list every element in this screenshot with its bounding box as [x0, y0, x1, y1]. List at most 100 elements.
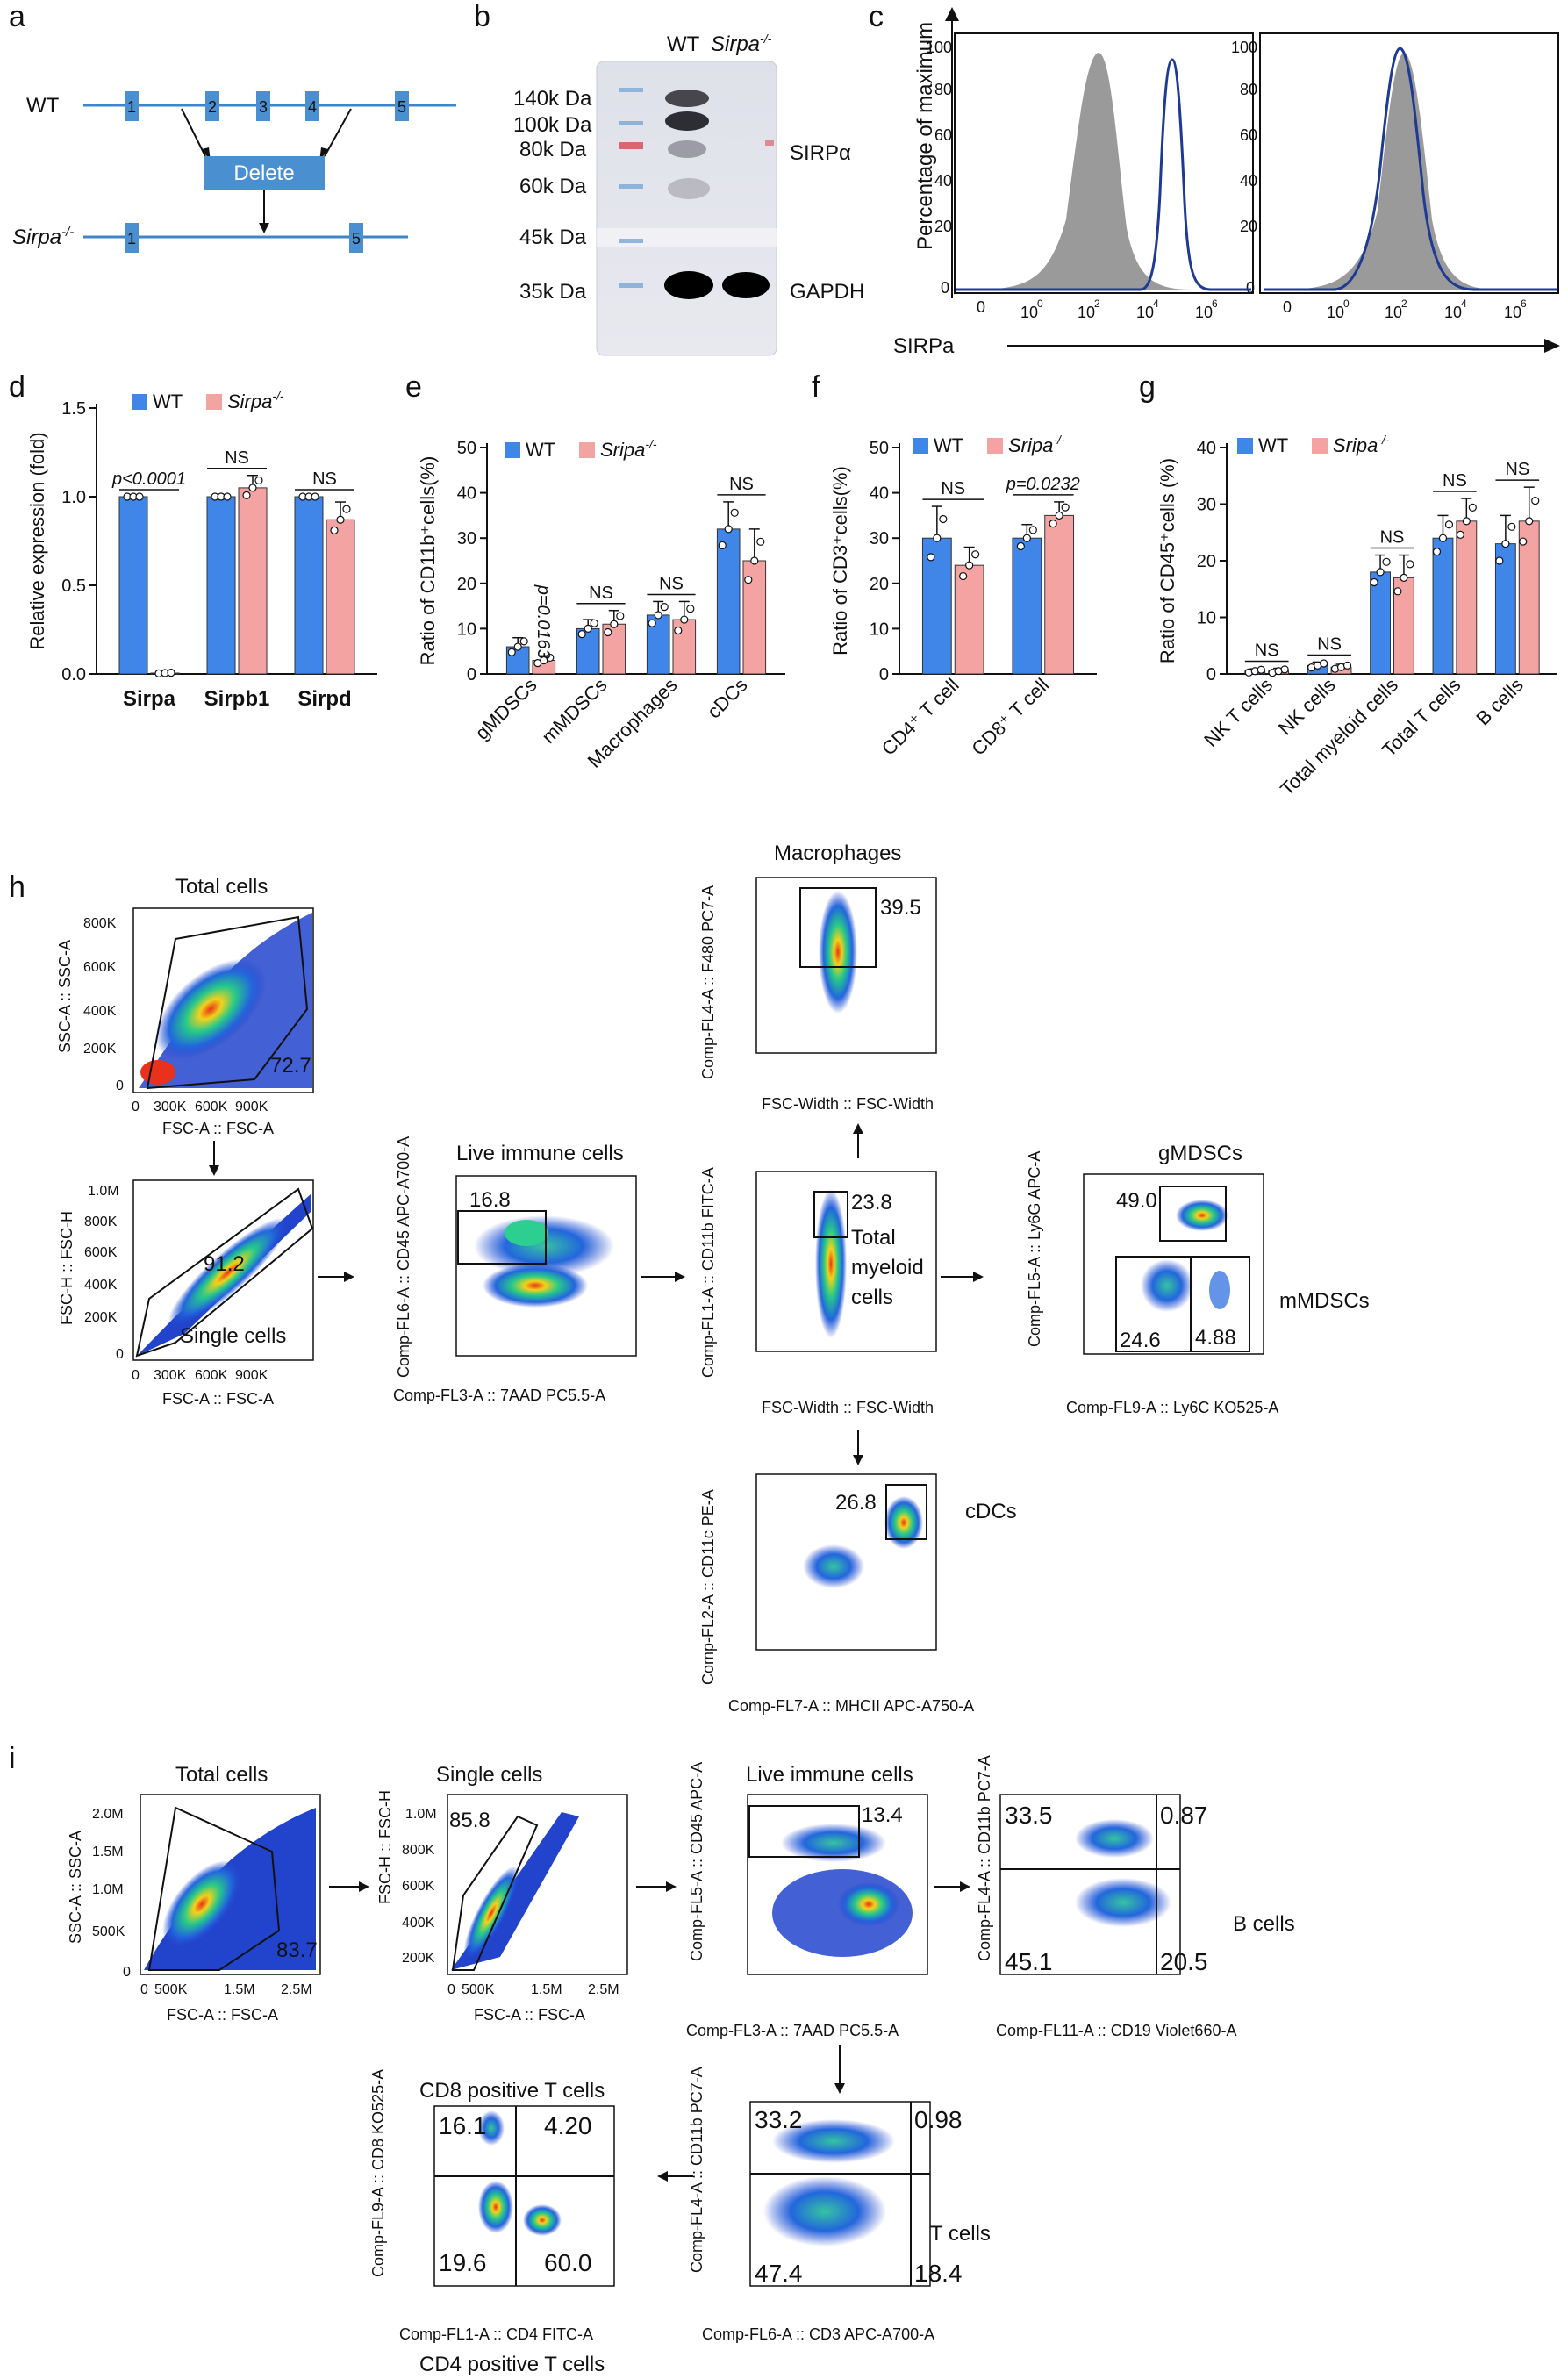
data-point: [242, 491, 251, 499]
data-point: [1501, 540, 1510, 548]
data-point: [1382, 557, 1391, 566]
legend-swatch-wt: [1237, 438, 1253, 454]
data-point: [1320, 659, 1328, 668]
i-single-cells-title: Single cells: [436, 1763, 542, 1787]
svg-text:20: 20: [1240, 218, 1257, 235]
panel-label-h: h: [9, 871, 25, 904]
svg-text:100: 100: [1231, 39, 1257, 56]
c-right-stain-line: [1264, 47, 1557, 291]
annotation-label: NS: [1505, 460, 1529, 479]
panel-b-western-blot: WT Sirpa-/- 140k Da 100k Da 80k Da 60k D…: [513, 32, 864, 356]
bar: [294, 496, 324, 675]
i-b-title: B cells: [1233, 1912, 1295, 1936]
annotation-label: NS: [941, 479, 965, 498]
c-ylabel: Percentage of maximum: [913, 22, 937, 250]
h-myeloid-title-1: Total: [851, 1226, 896, 1250]
annotation-label: p=0.0232: [1006, 475, 1080, 494]
annotation-label: NS: [729, 475, 754, 494]
legend-label-ko: Sripa-/-: [1333, 433, 1390, 456]
panel-h-gating: Total cells 72.7 800K 600K 400K 200K 0 0…: [56, 842, 1370, 1715]
data-point: [1280, 665, 1289, 674]
data-point: [1016, 541, 1025, 551]
svg-text:600K: 600K: [402, 1879, 435, 1894]
svg-text:2.5M: 2.5M: [281, 1982, 312, 1997]
h-live-immune-title: Live immune cells: [456, 1142, 624, 1165]
y-axis-label: Ratio of CD45⁺cells (%): [1156, 458, 1178, 663]
svg-text:200K: 200K: [83, 1042, 117, 1057]
annotation-label: NS: [659, 574, 684, 593]
ko-allele-label: Sirpa-/-: [12, 225, 74, 249]
c-xticks-left: 0 100 102 104 106: [977, 297, 1218, 321]
y-tick-label: 1.5: [61, 399, 86, 419]
data-point: [933, 534, 942, 542]
y-tick-label: 40: [1197, 439, 1216, 458]
y-tick-label: 0: [1206, 665, 1216, 684]
svg-text:6: 6: [1212, 297, 1218, 310]
legend-label-ko: Sripa-/-: [1008, 433, 1065, 456]
legend-swatch-ko: [987, 438, 1003, 454]
data-point: [648, 619, 656, 627]
marker-35k: 35k Da: [519, 280, 587, 304]
svg-text:0: 0: [1246, 279, 1255, 297]
data-point: [513, 642, 522, 651]
legend-label-ko: Sirpa-/-: [227, 389, 284, 412]
legend-swatch-wt: [913, 438, 928, 454]
data-point: [1400, 573, 1408, 582]
i-cd8-q2: 4.20: [544, 2112, 592, 2139]
svg-text:FSC-A :: FSC-A: FSC-A :: FSC-A: [167, 2006, 278, 2024]
data-point: [744, 576, 753, 584]
data-point: [519, 637, 528, 646]
h-total-cells-gate: 72.7: [270, 1054, 311, 1078]
svg-text:0: 0: [941, 279, 949, 297]
data-point: [1049, 520, 1057, 528]
h-gmdsc-title: gMDSCs: [1158, 1142, 1242, 1165]
i-b-q3: 45.1: [1005, 1948, 1053, 1975]
delete-label: Delete: [233, 161, 294, 185]
bar: [921, 537, 952, 675]
svg-text:20: 20: [934, 218, 952, 235]
svg-text:4: 4: [1153, 297, 1159, 310]
svg-text:0: 0: [140, 1982, 148, 1997]
data-point: [1028, 526, 1037, 534]
svg-text:40: 40: [1240, 172, 1257, 190]
svg-text:80: 80: [1240, 81, 1257, 98]
data-point: [223, 492, 232, 501]
svg-text:900K: 900K: [235, 1368, 268, 1383]
annotation-label: NS: [1443, 471, 1467, 491]
data-point: [135, 492, 144, 501]
svg-text:Comp-FL4-A :: CD11b PC7-A: Comp-FL4-A :: CD11b PC7-A: [688, 2067, 705, 2273]
svg-text:400K: 400K: [84, 1278, 118, 1293]
svg-text:0: 0: [132, 1100, 140, 1114]
data-point: [546, 653, 555, 663]
bar: [238, 487, 268, 675]
svg-text:1.0M: 1.0M: [405, 1807, 437, 1822]
y-tick-label: 30: [870, 529, 889, 548]
panel-labels: a b c d e f g h i: [9, 0, 1156, 1775]
svg-text:Comp-FL1-A :: CD4 FITC-A: Comp-FL1-A :: CD4 FITC-A: [399, 2325, 593, 2343]
data-point: [610, 620, 619, 628]
svg-text:500K: 500K: [154, 1982, 188, 1997]
h-cdc-gate: 26.8: [835, 1491, 877, 1515]
y-tick-label: 30: [457, 529, 476, 548]
svg-text:4: 4: [1461, 297, 1467, 310]
h-macrophages-gate: 39.5: [880, 896, 921, 920]
wt-exon-5: 5: [397, 98, 406, 116]
annotation-pvalue: p=0.0163: [533, 584, 553, 659]
svg-text:500K: 500K: [92, 1924, 125, 1939]
h-cdc-title: cDCs: [965, 1500, 1017, 1523]
data-point: [167, 669, 175, 677]
data-point: [311, 492, 319, 501]
i-t-title: T cells: [930, 2222, 991, 2246]
svg-text:2.0M: 2.0M: [92, 1807, 124, 1822]
i-t-q2: 0.98: [914, 2106, 963, 2133]
data-point: [1519, 537, 1528, 546]
svg-text:300K: 300K: [154, 1100, 187, 1114]
category-label: mMDSCs: [537, 674, 611, 748]
svg-text:Comp-FL3-A :: 7AAD PC5.5-A: Comp-FL3-A :: 7AAD PC5.5-A: [686, 2022, 899, 2039]
data-point: [939, 514, 948, 524]
y-tick-label: 40: [870, 484, 889, 504]
data-point: [577, 629, 586, 639]
bar: [1370, 571, 1391, 675]
svg-text:10: 10: [1078, 304, 1095, 321]
svg-text:800K: 800K: [83, 916, 117, 931]
